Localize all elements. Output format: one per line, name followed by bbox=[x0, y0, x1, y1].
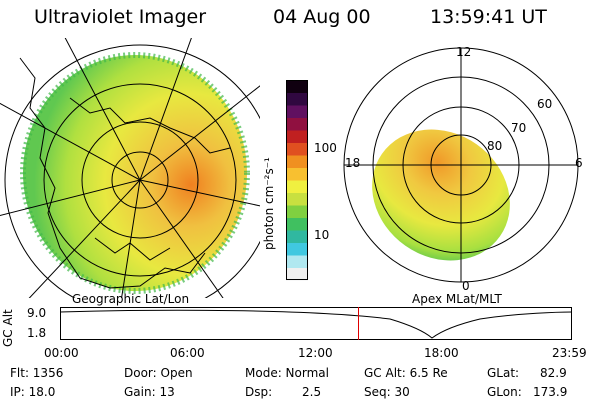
colorbar-swatch bbox=[286, 192, 308, 206]
app-title: Ultraviolet Imager bbox=[34, 6, 207, 28]
colorbar-swatch bbox=[286, 117, 308, 131]
colorbar-swatch bbox=[286, 92, 308, 106]
alt-xtick-0000: 00:00 bbox=[44, 346, 79, 360]
status-glat-value: 82.9 bbox=[540, 366, 567, 380]
geographic-image bbox=[0, 38, 260, 298]
status-dsp-label: Dsp: bbox=[245, 385, 273, 399]
altitude-curve bbox=[59, 309, 573, 339]
alt-xtick-1800: 18:00 bbox=[424, 346, 459, 360]
colorbar-swatch bbox=[286, 142, 308, 156]
aurora-region-left bbox=[23, 55, 247, 291]
colorbar-swatch bbox=[286, 167, 308, 181]
colorbar-swatch bbox=[286, 130, 308, 143]
alt-plot-ylabel: GC Alt bbox=[1, 309, 15, 347]
status-gain: Gain: 13 bbox=[124, 385, 175, 399]
alt-xtick-2359: 23:59 bbox=[552, 346, 587, 360]
colorbar-tick-10: 10 bbox=[314, 228, 330, 242]
mlt-label-18: 18 bbox=[345, 156, 361, 170]
colorbar-swatch bbox=[286, 155, 308, 168]
status-mode: Mode: Normal bbox=[245, 366, 329, 380]
lat-label-70: 70 bbox=[511, 121, 527, 135]
colorbar-swatch bbox=[286, 230, 308, 243]
status-dsp-value: 2.5 bbox=[302, 385, 322, 399]
status-seq: Seq: 30 bbox=[364, 385, 410, 399]
colorbar-swatch bbox=[286, 267, 308, 281]
alt-ytick-9: 9.0 bbox=[27, 306, 47, 320]
colorbar-unit-label: photon cm⁻²s⁻¹ bbox=[262, 157, 276, 250]
colorbar-swatch bbox=[286, 217, 308, 231]
colorbar-swatch bbox=[286, 205, 308, 218]
alt-xtick-0600: 06:00 bbox=[170, 346, 205, 360]
colorbar bbox=[286, 80, 308, 281]
colorbar-tick-100: 100 bbox=[314, 141, 337, 155]
alt-xtick-1200: 12:00 bbox=[298, 346, 333, 360]
status-glon-value: 173.9 bbox=[533, 385, 568, 399]
colorbar-swatch bbox=[286, 180, 308, 193]
colorbar-swatch bbox=[286, 80, 308, 93]
time-label: 13:59:41 UT bbox=[430, 6, 547, 28]
aurora-oval-right bbox=[372, 129, 510, 261]
colorbar-swatch bbox=[286, 105, 308, 118]
status-glat-label: GLat: bbox=[487, 366, 520, 380]
status-flt: Flt: 1356 bbox=[10, 366, 64, 380]
colorbar-swatch bbox=[286, 242, 308, 256]
status-gc-alt: GC Alt: 6.5 Re bbox=[364, 366, 448, 380]
left-panel-caption: Geographic Lat/Lon bbox=[72, 292, 190, 306]
date-label: 04 Aug 00 bbox=[273, 6, 371, 28]
colorbar-swatch bbox=[286, 255, 308, 268]
mlt-label-12: 12 bbox=[456, 45, 472, 59]
alt-ytick-1-8: 1.8 bbox=[27, 326, 47, 340]
coastline-outlines bbox=[19, 57, 231, 289]
mlt-label-0: 0 bbox=[462, 279, 470, 293]
status-glon-label: GLon: bbox=[487, 385, 522, 399]
lat-label-60: 60 bbox=[537, 97, 553, 111]
status-ip: IP: 18.0 bbox=[10, 385, 56, 399]
altitude-plot bbox=[59, 307, 573, 340]
mlt-label-6: 6 bbox=[575, 156, 583, 170]
status-door: Door: Open bbox=[124, 366, 193, 380]
mlat-mlt-polar-plot bbox=[343, 47, 579, 283]
lat-label-80: 80 bbox=[487, 139, 503, 153]
right-panel-caption: Apex MLat/MLT bbox=[412, 292, 502, 306]
